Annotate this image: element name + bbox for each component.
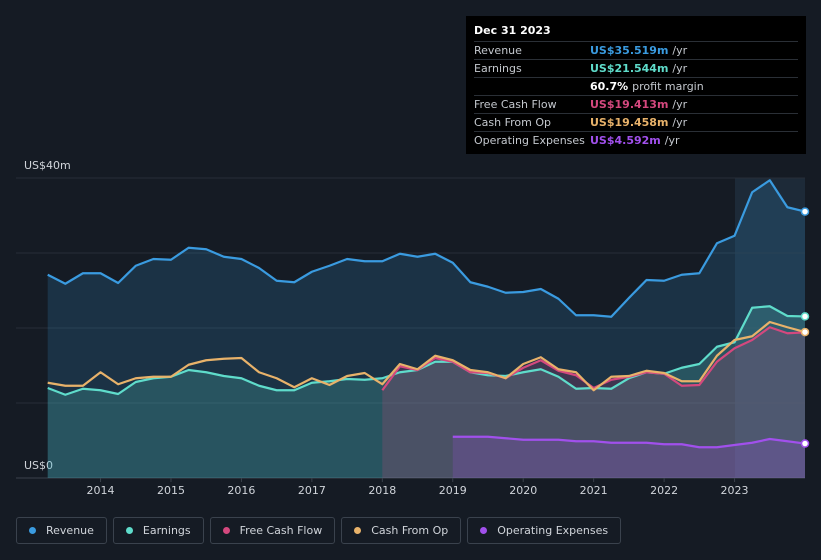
- tooltip-row: Free Cash Flow US$19.413m/yr: [474, 95, 798, 113]
- legend-label: Operating Expenses: [497, 524, 609, 537]
- end-marker: [800, 207, 810, 216]
- tooltip-value: US$19.458m: [590, 116, 669, 129]
- series-area: [47, 180, 806, 478]
- x-tick-label: 2016: [227, 484, 255, 497]
- legend-swatch: [125, 527, 133, 534]
- legend-item[interactable]: Revenue: [16, 517, 107, 544]
- tooltip-value: US$21.544m: [590, 62, 669, 75]
- legend-item[interactable]: Free Cash Flow: [209, 517, 336, 544]
- tooltip-value: US$19.413m: [590, 98, 669, 111]
- series-area: [452, 436, 805, 478]
- tooltip-unit: /yr: [672, 62, 688, 75]
- legend-label: Cash From Op: [371, 524, 449, 537]
- series-line: [47, 320, 806, 392]
- tooltip-label: Earnings: [474, 62, 522, 75]
- series-line: [381, 326, 806, 391]
- y-tick-label: US$40m: [24, 159, 71, 172]
- end-marker: [800, 439, 810, 448]
- tooltip-unit: profit margin: [632, 80, 704, 93]
- end-marker: [800, 312, 810, 321]
- x-tick-label: 2014: [87, 484, 115, 497]
- legend-item[interactable]: Earnings: [112, 517, 204, 544]
- tooltip-title: Dec 31 2023: [474, 24, 551, 37]
- legend-swatch: [222, 527, 230, 534]
- legend-swatch: [480, 527, 488, 534]
- x-tick-label: 2018: [368, 484, 396, 497]
- tooltip-label: Free Cash Flow: [474, 98, 557, 111]
- x-tick-label: 2019: [439, 484, 467, 497]
- tooltip-row: 60.7% profit margin: [474, 77, 798, 95]
- tooltip-unit: /yr: [672, 116, 688, 129]
- x-tick-label: 2022: [650, 484, 678, 497]
- tooltip-unit: /yr: [672, 44, 688, 57]
- tooltip-value: US$35.519m: [590, 44, 669, 57]
- y-tick-label: US$0: [24, 459, 53, 472]
- tooltip-unit: /yr: [672, 98, 688, 111]
- x-tick-label: 2020: [509, 484, 537, 497]
- series-line: [47, 179, 806, 318]
- legend-item[interactable]: Cash From Op: [341, 517, 462, 544]
- tooltip-label: Cash From Op: [474, 116, 552, 129]
- chart: US$0 US$40m 2014 2015 2016 2017 2018 2019 2020 20…: [16, 159, 810, 497]
- tooltip-row: Revenue US$35.519m/yr: [474, 41, 798, 59]
- legend-label: Revenue: [46, 524, 94, 537]
- tooltip-row: Cash From Op US$19.458m/yr: [474, 113, 798, 131]
- tooltip-value: US$4.592m: [590, 134, 661, 147]
- legend-swatch: [354, 527, 362, 534]
- tooltip-label: Revenue: [474, 44, 522, 57]
- tooltip-row: Earnings US$21.544m/yr: [474, 59, 798, 77]
- tooltip-label: Operating Expenses: [474, 134, 585, 147]
- tooltip-value: 60.7%: [590, 80, 629, 93]
- x-tick-label: 2023: [721, 484, 749, 497]
- legend-label: Free Cash Flow: [239, 524, 323, 537]
- series-line: [452, 435, 806, 449]
- x-tick-label: 2017: [298, 484, 326, 497]
- end-marker: [800, 327, 810, 337]
- tooltip-row: Operating Expenses US$4.592m/yr: [474, 131, 798, 149]
- tooltip: Dec 31 2023 Revenue US$35.519m/yr Earnings…: [466, 16, 806, 154]
- legend-swatch: [29, 527, 36, 534]
- tooltip-unit: /yr: [664, 134, 680, 147]
- series-area: [47, 306, 806, 478]
- legend: Revenue Earnings Free Cash Flow Cash From O…: [16, 517, 622, 544]
- legend-label: Earnings: [142, 524, 191, 537]
- legend-item[interactable]: Operating Expenses: [467, 517, 622, 544]
- series-area: [382, 327, 805, 478]
- x-tick-label: 2021: [580, 484, 608, 497]
- x-tick-label: 2015: [157, 484, 185, 497]
